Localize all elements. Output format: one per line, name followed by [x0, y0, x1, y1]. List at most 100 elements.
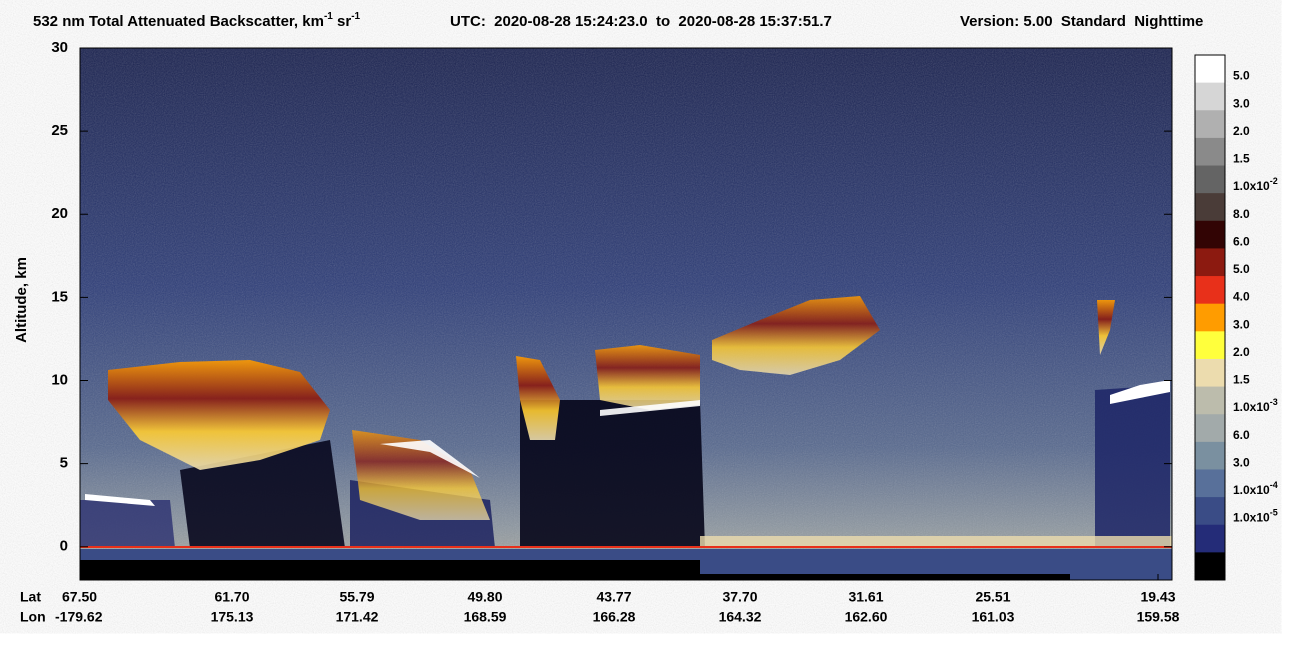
lon-label: 166.28 [593, 609, 636, 625]
lon-label: 175.13 [211, 609, 254, 625]
lat-label: 55.79 [339, 589, 374, 605]
attenuated-region [80, 500, 175, 548]
colorbar-label-text: 8.0 [1233, 207, 1250, 221]
subsurface [80, 560, 700, 580]
colorbar-label-text: 1.5 [1233, 373, 1250, 387]
colorbar-label-text: 1.0x10 [1233, 483, 1270, 497]
lon-label: 159.58 [1137, 609, 1180, 625]
colorbar-swatch [1195, 497, 1225, 526]
colorbar-label: 2.0 [1233, 345, 1250, 359]
cloud-top [600, 400, 700, 416]
title-text: sr [333, 13, 352, 30]
plot-area [79, 47, 1173, 581]
colorbar-label-text: 4.0 [1233, 290, 1250, 304]
colorbar-label-text: 3.0 [1233, 456, 1250, 470]
colorbar-swatch [1195, 469, 1225, 498]
colorbar-label: 4.0 [1233, 290, 1250, 304]
lon-label: 161.03 [972, 609, 1015, 625]
attenuated-region [520, 400, 705, 548]
colorbar-swatch [1195, 414, 1225, 443]
lat-label: 61.70 [214, 589, 249, 605]
colorbar-label: 3.0 [1233, 96, 1250, 110]
colorbar-swatch [1195, 220, 1225, 249]
colorbar-label-sup: -5 [1270, 508, 1278, 518]
lat-label: 31.61 [848, 589, 883, 605]
colorbar-label-sup: -3 [1270, 398, 1278, 408]
cloud [352, 430, 490, 520]
lon-label: 162.60 [845, 609, 888, 625]
title-sup: -1 [324, 11, 333, 22]
chart-title: 532 nm Total Attenuated Backscatter, km-… [33, 11, 361, 30]
colorbar-label-text: 6.0 [1233, 235, 1250, 249]
colorbar-swatch [1195, 137, 1225, 167]
colorbar-label: 1.0x10-5 [1233, 508, 1278, 525]
attenuated-region [1095, 385, 1170, 548]
colorbar-label-sup: -2 [1270, 177, 1278, 187]
colorbar-swatch [1195, 110, 1225, 139]
cloud [108, 360, 330, 470]
colorbar-swatch [1195, 524, 1225, 553]
cloud [1097, 300, 1115, 355]
lat-label: 37.70 [722, 589, 757, 605]
colorbar-label: 5.0 [1233, 69, 1250, 83]
colorbar-label: 1.0x10-2 [1233, 177, 1278, 194]
y-tick-label: 20 [51, 205, 68, 222]
colorbar-swatch [1195, 386, 1225, 415]
utc: UTC: 2020-08-28 15:24:23.0 to 2020-08-28… [450, 13, 832, 30]
colorbar-swatch [1195, 55, 1225, 84]
colorbar-frame [1194, 54, 1226, 581]
colorbar-label-text: 1.0x10 [1233, 511, 1270, 525]
lat-label: 43.77 [596, 589, 631, 605]
colorbar-label: 1.5 [1233, 152, 1250, 166]
colorbar-label-text: 6.0 [1233, 428, 1250, 442]
cloud-top [85, 494, 155, 506]
y-tick-label: 10 [51, 371, 68, 388]
colorbar-swatch [1195, 193, 1225, 222]
cloud [516, 356, 560, 440]
colorbar-swatch [1195, 441, 1225, 470]
colorbar-label-text: 3.0 [1233, 317, 1250, 331]
colorbar-label-text: 2.0 [1233, 345, 1250, 359]
colorbar-swatch [1195, 331, 1225, 360]
lat-label: 49.80 [467, 589, 502, 605]
y-axis-label: Altitude, km [13, 257, 30, 343]
colorbar-label: 3.0 [1233, 456, 1250, 470]
cloud [712, 296, 880, 375]
colorbar-label: 2.0 [1233, 124, 1250, 138]
y-tick-label: 30 [51, 39, 68, 56]
title-text: 532 nm Total Attenuated Backscatter, km [33, 13, 324, 30]
y-tick-label: 0 [60, 538, 68, 555]
y-tick-label: 25 [51, 122, 68, 139]
colorbar-label-text: 2.0 [1233, 124, 1250, 138]
cloud-top [380, 440, 480, 478]
cloud-top [1110, 380, 1170, 404]
colorbar-swatch [1195, 303, 1225, 332]
colorbar-label: 1.0x10-4 [1233, 480, 1278, 497]
colorbar-swatch [1195, 358, 1225, 388]
x-row-label: Lon [20, 609, 46, 625]
lon-label: 168.59 [464, 609, 507, 625]
title-sup: -1 [351, 11, 360, 22]
colorbar-label: 1.5 [1233, 373, 1250, 387]
colorbar-label: 6.0 [1233, 428, 1250, 442]
lon-label: 171.42 [336, 609, 379, 625]
colorbar-label-text: 1.0x10 [1233, 400, 1270, 414]
colorbar-swatch [1195, 165, 1225, 194]
plot-frame [79, 47, 1173, 581]
subsurface [700, 574, 1070, 580]
colorbar-label-sup: -4 [1270, 480, 1278, 490]
colorbar-label-text: 1.5 [1233, 152, 1250, 166]
colorbar-label: 3.0 [1233, 317, 1250, 331]
colorbar-label: 8.0 [1233, 207, 1250, 221]
colorbar-label-text: 3.0 [1233, 96, 1250, 110]
attenuated-region [180, 440, 345, 548]
lon-label: 164.32 [719, 609, 762, 625]
colorbar-label-text: 5.0 [1233, 69, 1250, 83]
colorbar-label: 6.0 [1233, 235, 1250, 249]
colorbar-label: 5.0 [1233, 262, 1250, 276]
colorbar-swatch [1195, 276, 1225, 305]
colorbar-label-text: 5.0 [1233, 262, 1250, 276]
colorbar-swatch [1195, 552, 1225, 581]
